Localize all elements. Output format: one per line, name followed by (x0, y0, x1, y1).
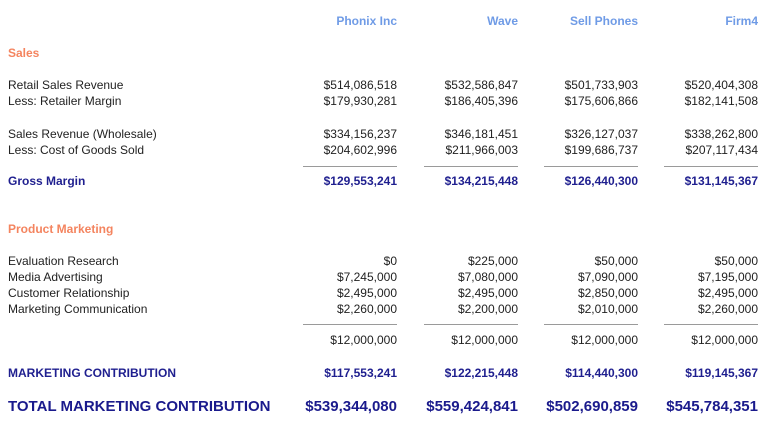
cell-retail-sales-revenue-firm4: $520,404,308 (684, 78, 758, 92)
cell-marketing-communication-firm4: $2,260,000 (697, 302, 758, 316)
column-header-phonix-inc: Phonix Inc (336, 14, 397, 28)
cell-total-marketing-contribution-sellphones: $502,690,859 (546, 398, 638, 415)
row-label-retail-sales-revenue: Retail Sales Revenue (8, 78, 124, 92)
cell-cogs-firm4: $207,117,434 (685, 143, 758, 157)
row-label-sales-revenue-wholesale: Sales Revenue (Wholesale) (8, 127, 157, 141)
column-header-sell-phones: Sell Phones (569, 14, 638, 28)
row-label-marketing-contribution: MARKETING CONTRIBUTION (8, 366, 176, 380)
separator-line (303, 324, 397, 325)
row-label-cost-of-goods-sold: Less: Cost of Goods Sold (8, 143, 145, 157)
cell-marketing-contribution-firm4: $119,145,367 (685, 366, 758, 380)
cell-retailer-margin-wave: $186,405,396 (444, 94, 518, 108)
separator-line (664, 324, 758, 325)
separator-line (424, 166, 518, 167)
cell-wholesale-phonix: $334,156,237 (323, 127, 397, 141)
cell-media-advertising-phonix: $7,245,000 (336, 270, 397, 284)
cell-customer-relationship-phonix: $2,495,000 (336, 286, 397, 300)
cell-marketing-communication-wave: $2,200,000 (457, 302, 518, 316)
cell-customer-relationship-sellphones: $2,850,000 (577, 286, 638, 300)
separator-line (544, 324, 638, 325)
cell-retailer-margin-sellphones: $175,606,866 (564, 94, 638, 108)
cell-marketing-subtotal-wave: $12,000,000 (451, 333, 518, 347)
cell-wholesale-firm4: $338,262,800 (684, 127, 758, 141)
separator-line (664, 166, 758, 167)
cell-cogs-sellphones: $199,686,737 (564, 143, 638, 157)
cell-retailer-margin-firm4: $182,141,508 (684, 94, 758, 108)
cell-gross-margin-sellphones: $126,440,300 (564, 174, 638, 188)
cell-marketing-subtotal-sellphones: $12,000,000 (571, 333, 638, 347)
separator-line (424, 324, 518, 325)
cell-cogs-phonix: $204,602,996 (323, 143, 397, 157)
row-label-evaluation-research: Evaluation Research (8, 254, 119, 268)
cell-retail-sales-revenue-wave: $532,586,847 (444, 78, 518, 92)
cell-media-advertising-sellphones: $7,090,000 (577, 270, 638, 284)
row-label-retailer-margin: Less: Retailer Margin (8, 94, 122, 108)
cell-media-advertising-wave: $7,080,000 (457, 270, 518, 284)
cell-media-advertising-firm4: $7,195,000 (697, 270, 758, 284)
section-heading-product-marketing: Product Marketing (8, 222, 114, 236)
separator-line (544, 166, 638, 167)
cell-marketing-contribution-phonix: $117,553,241 (324, 366, 397, 380)
cell-marketing-communication-phonix: $2,260,000 (336, 302, 397, 316)
cell-customer-relationship-wave: $2,495,000 (457, 286, 518, 300)
row-label-marketing-communication: Marketing Communication (8, 302, 148, 316)
cell-retailer-margin-phonix: $179,930,281 (323, 94, 397, 108)
row-label-total-marketing-contribution: TOTAL MARKETING CONTRIBUTION (8, 398, 271, 415)
row-label-customer-relationship: Customer Relationship (8, 286, 130, 300)
cell-total-marketing-contribution-wave: $559,424,841 (426, 398, 518, 415)
cell-eval-research-sellphones: $50,000 (594, 254, 638, 268)
cell-marketing-communication-sellphones: $2,010,000 (577, 302, 638, 316)
separator-line (303, 166, 397, 167)
section-heading-sales: Sales (8, 46, 40, 60)
cell-customer-relationship-firm4: $2,495,000 (697, 286, 758, 300)
column-header-firm4: Firm4 (725, 14, 758, 28)
cell-gross-margin-phonix: $129,553,241 (323, 174, 397, 188)
cell-retail-sales-revenue-phonix: $514,086,518 (323, 78, 397, 92)
cell-wholesale-wave: $346,181,451 (444, 127, 518, 141)
cell-marketing-contribution-sellphones: $114,440,300 (565, 366, 638, 380)
cell-total-marketing-contribution-firm4: $545,784,351 (666, 398, 758, 415)
cell-total-marketing-contribution-phonix: $539,344,080 (305, 398, 397, 415)
cell-eval-research-wave: $225,000 (467, 254, 518, 268)
cell-marketing-contribution-wave: $122,215,448 (444, 366, 518, 380)
cell-marketing-subtotal-firm4: $12,000,000 (691, 333, 758, 347)
cell-gross-margin-wave: $134,215,448 (444, 174, 518, 188)
cell-eval-research-phonix: $0 (383, 254, 397, 268)
cell-gross-margin-firm4: $131,145,367 (684, 174, 758, 188)
column-header-wave: Wave (487, 14, 518, 28)
cell-eval-research-firm4: $50,000 (714, 254, 758, 268)
cell-retail-sales-revenue-sellphones: $501,733,903 (564, 78, 638, 92)
cell-marketing-subtotal-phonix: $12,000,000 (330, 333, 397, 347)
cell-wholesale-sellphones: $326,127,037 (564, 127, 638, 141)
row-label-gross-margin: Gross Margin (8, 174, 86, 188)
row-label-media-advertising: Media Advertising (8, 270, 103, 284)
cell-cogs-wave: $211,966,003 (445, 143, 518, 157)
